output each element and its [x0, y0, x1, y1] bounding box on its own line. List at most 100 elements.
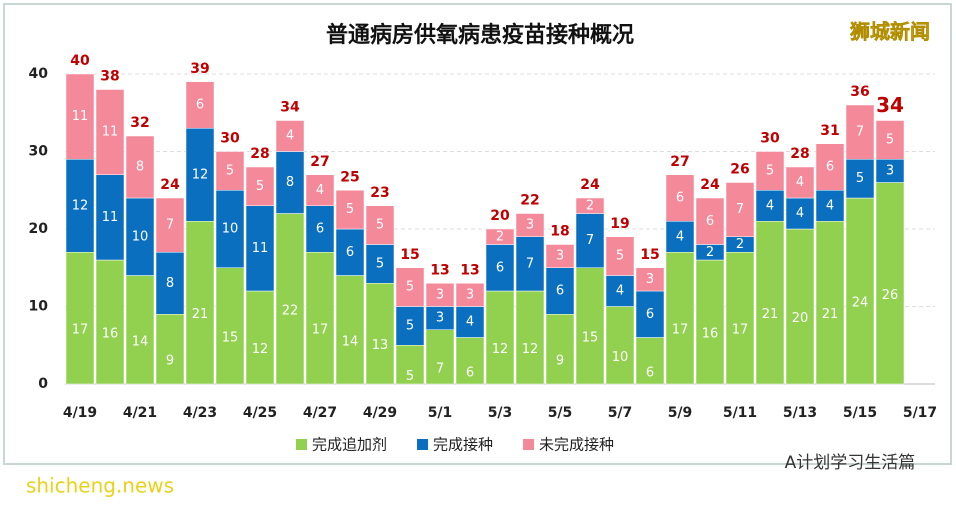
segment-label: 5: [856, 171, 864, 186]
segment-label: 3: [436, 287, 444, 302]
total-label: 30: [760, 131, 780, 147]
segment-label: 11: [102, 210, 119, 225]
segment-label: 11: [72, 109, 89, 124]
segment-label: 17: [672, 323, 689, 338]
segment-label: 3: [526, 218, 534, 233]
segment-label: 2: [496, 229, 504, 244]
bar-segment: [815, 143, 845, 191]
y-tick-label: 40: [29, 66, 49, 82]
bar-segment: [305, 252, 335, 385]
x-tick-label: 5/9: [668, 405, 693, 421]
segment-label: 13: [372, 338, 389, 353]
total-label: 20: [490, 208, 510, 224]
legend-label: 未完成接种: [539, 436, 614, 454]
total-label: 31: [820, 123, 839, 139]
bar-segment: [245, 290, 275, 385]
segment-label: 17: [72, 323, 89, 338]
segment-label: 5: [256, 179, 264, 194]
bar-segment: [365, 205, 395, 245]
bar-segment: [155, 314, 185, 385]
bar-segment: [335, 190, 365, 230]
bar-segment: [335, 228, 365, 276]
segment-label: 8: [286, 175, 294, 190]
segment-label: 4: [676, 229, 684, 244]
bar-segment: [455, 337, 485, 385]
segment-label: 3: [466, 287, 474, 302]
x-tick-label: 5/13: [783, 405, 817, 421]
bar-segment: [215, 190, 245, 268]
bar-segment: [425, 283, 455, 307]
bar-segment: [875, 182, 905, 385]
legend-swatch: [296, 439, 307, 450]
bar-segment: [65, 252, 95, 385]
watermark: 狮城新闻: [850, 20, 930, 44]
segment-label: 6: [496, 260, 504, 275]
total-label: 15: [640, 247, 659, 263]
total-label: 40: [70, 53, 90, 69]
x-tick-label: 4/23: [183, 405, 217, 421]
chart-title: 普通病房供氧病患疫苗接种概况: [326, 22, 634, 48]
bar-segment: [755, 190, 785, 222]
segment-label: 12: [492, 342, 509, 357]
segment-label: 4: [826, 198, 834, 213]
bar-segment: [845, 159, 875, 199]
bar-segment: [455, 283, 485, 307]
segment-label: 17: [312, 323, 329, 338]
segment-label: 14: [132, 334, 149, 349]
segment-label: 5: [886, 132, 894, 147]
bar-segment: [395, 345, 425, 385]
segment-label: 6: [706, 214, 714, 229]
bar-segment: [245, 166, 275, 206]
segment-label: 7: [166, 218, 174, 233]
segment-label: 5: [226, 163, 234, 178]
bar-segment: [125, 197, 155, 276]
bar-segment: [515, 213, 545, 237]
segment-label: 6: [646, 365, 654, 380]
y-tick-label: 10: [29, 299, 49, 315]
segment-label: 4: [766, 198, 774, 213]
segment-label: 10: [132, 229, 149, 244]
segment-label: 3: [436, 311, 444, 326]
segment-label: 5: [406, 369, 414, 384]
bar-segment: [515, 290, 545, 385]
bar-segment: [695, 197, 725, 245]
bar-segment: [95, 174, 125, 261]
legend-label: 完成接种: [433, 436, 493, 454]
total-label: 18: [550, 224, 569, 240]
bar-segment: [125, 275, 155, 385]
total-label: 28: [790, 146, 809, 162]
bar-segment: [365, 244, 395, 284]
segment-label: 7: [586, 233, 594, 248]
total-label: 24: [700, 177, 720, 193]
x-tick-label: 4/27: [303, 405, 337, 421]
segment-label: 9: [556, 354, 564, 369]
segment-label: 4: [796, 175, 804, 190]
total-label: 34: [876, 93, 904, 117]
bar-segment: [365, 283, 395, 385]
total-label: 24: [160, 177, 180, 193]
x-tick-label: 4/29: [363, 405, 397, 421]
segment-label: 17: [732, 323, 749, 338]
segment-label: 12: [72, 198, 89, 213]
bar-segment: [635, 267, 665, 292]
segment-label: 7: [856, 125, 864, 140]
segment-label: 6: [466, 365, 474, 380]
bar-segment: [845, 104, 875, 160]
bar-segment: [725, 252, 755, 385]
segment-label: 7: [526, 256, 534, 271]
bar-segment: [485, 228, 515, 245]
segment-label: 3: [556, 249, 564, 264]
bar-segment: [755, 221, 785, 385]
bar-segment: [335, 275, 365, 385]
bar-segment: [395, 306, 425, 346]
total-label: 36: [850, 84, 869, 100]
bar-segment: [575, 267, 605, 385]
bar-segment: [65, 73, 95, 160]
total-label: 19: [610, 216, 629, 232]
bar-segment: [95, 89, 125, 175]
segment-label: 10: [222, 222, 239, 237]
total-label: 30: [220, 131, 240, 147]
total-label: 26: [730, 162, 749, 178]
segment-label: 11: [252, 241, 269, 256]
